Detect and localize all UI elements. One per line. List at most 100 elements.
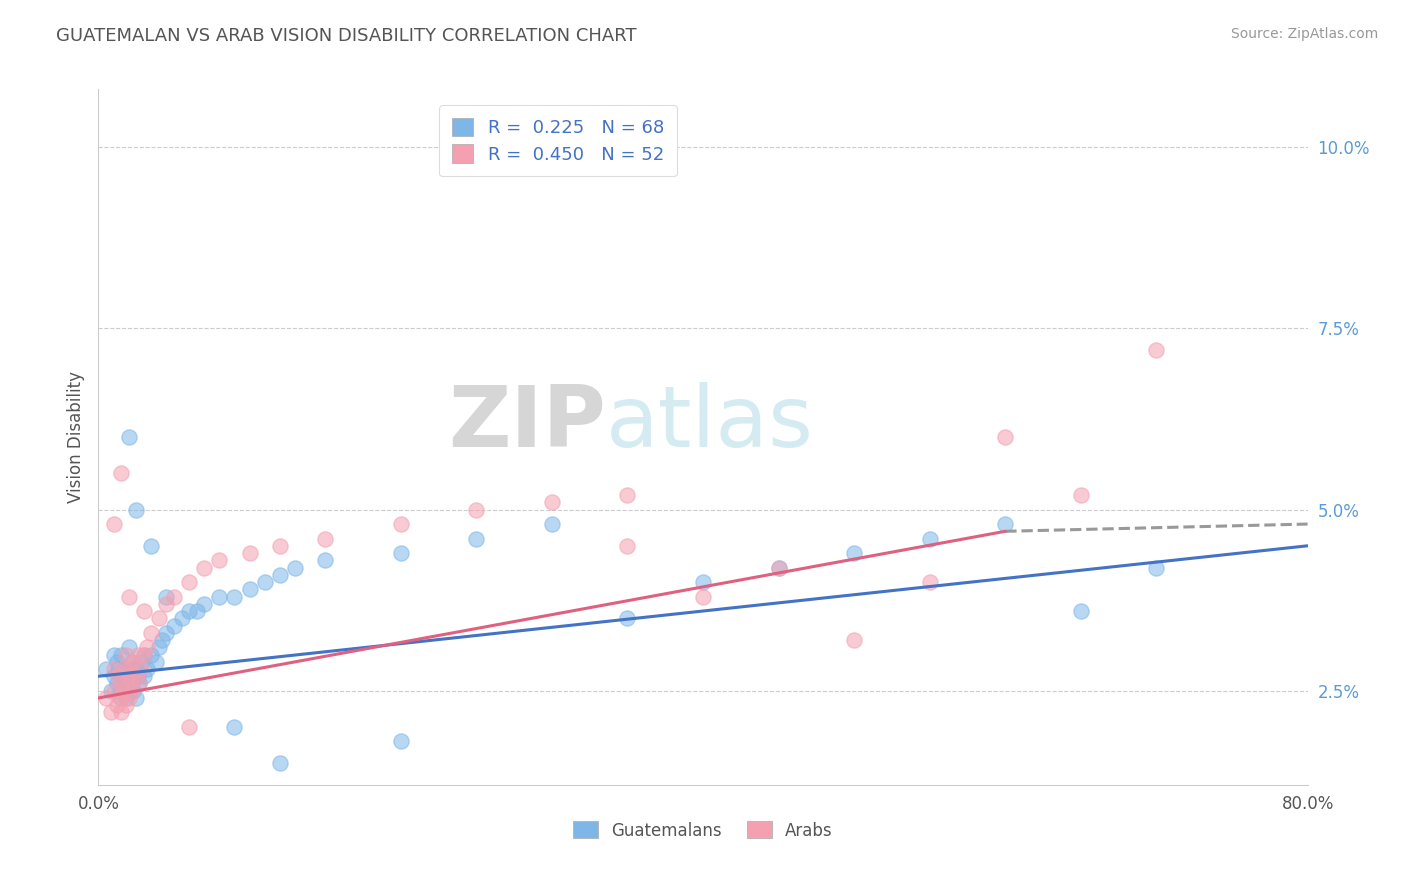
Point — [918, 532, 941, 546]
Point — [121, 683, 143, 698]
Point — [114, 698, 136, 713]
Point — [616, 488, 638, 502]
Point — [269, 567, 291, 582]
Point — [110, 648, 132, 662]
Point — [103, 516, 125, 531]
Point — [540, 495, 562, 509]
Point — [125, 502, 148, 516]
Point — [132, 669, 155, 683]
Point — [120, 676, 142, 690]
Point — [121, 655, 143, 669]
Point — [141, 625, 163, 640]
Point — [118, 662, 141, 676]
Point — [114, 648, 136, 662]
Point — [125, 669, 148, 683]
Point — [100, 706, 122, 720]
Text: atlas: atlas — [606, 382, 814, 465]
Point — [118, 683, 141, 698]
Point — [100, 683, 122, 698]
Point — [132, 648, 155, 662]
Point — [103, 683, 125, 698]
Point — [121, 676, 143, 690]
Point — [224, 590, 246, 604]
Point — [170, 611, 193, 625]
Point — [111, 676, 134, 690]
Point — [94, 662, 117, 676]
Point — [616, 611, 638, 625]
Point — [141, 648, 163, 662]
Point — [118, 662, 141, 676]
Point — [150, 633, 173, 648]
Point — [193, 597, 215, 611]
Point — [112, 662, 135, 676]
Point — [110, 690, 132, 705]
Point — [616, 539, 638, 553]
Point — [239, 546, 262, 560]
Point — [224, 720, 246, 734]
Point — [129, 662, 152, 676]
Point — [132, 604, 155, 618]
Point — [122, 655, 145, 669]
Point — [1144, 560, 1167, 574]
Point — [768, 560, 790, 574]
Legend: Guatemalans, Arabs: Guatemalans, Arabs — [567, 814, 839, 847]
Point — [125, 690, 148, 705]
Point — [108, 683, 131, 698]
Point — [114, 690, 136, 705]
Text: GUATEMALAN VS ARAB VISION DISABILITY CORRELATION CHART: GUATEMALAN VS ARAB VISION DISABILITY COR… — [56, 27, 637, 45]
Point — [465, 502, 488, 516]
Point — [108, 690, 131, 705]
Point — [107, 662, 129, 676]
Point — [208, 553, 231, 567]
Point — [110, 676, 132, 690]
Point — [269, 539, 291, 553]
Point — [94, 690, 117, 705]
Point — [118, 430, 141, 444]
Point — [692, 590, 714, 604]
Point — [122, 683, 145, 698]
Point — [155, 590, 177, 604]
Point — [1070, 488, 1092, 502]
Point — [208, 590, 231, 604]
Point — [132, 648, 155, 662]
Point — [118, 690, 141, 705]
Point — [155, 625, 177, 640]
Point — [110, 669, 132, 683]
Point — [148, 640, 170, 655]
Point — [135, 662, 157, 676]
Point — [540, 516, 562, 531]
Point — [314, 532, 336, 546]
Point — [465, 532, 488, 546]
Point — [163, 590, 186, 604]
Point — [122, 662, 145, 676]
Point — [141, 539, 163, 553]
Point — [389, 734, 412, 748]
Point — [314, 553, 336, 567]
Point — [118, 640, 141, 655]
Point — [107, 669, 129, 683]
Point — [124, 669, 146, 683]
Point — [115, 676, 138, 690]
Point — [125, 662, 148, 676]
Point — [103, 669, 125, 683]
Point — [103, 662, 125, 676]
Point — [1070, 604, 1092, 618]
Point — [120, 669, 142, 683]
Point — [110, 467, 132, 481]
Point — [111, 683, 134, 698]
Y-axis label: Vision Disability: Vision Disability — [66, 371, 84, 503]
Point — [269, 756, 291, 771]
Point — [389, 516, 412, 531]
Point — [145, 655, 167, 669]
Point — [193, 560, 215, 574]
Point — [128, 676, 150, 690]
Point — [253, 574, 276, 589]
Point — [994, 516, 1017, 531]
Point — [844, 633, 866, 648]
Point — [112, 662, 135, 676]
Point — [179, 574, 201, 589]
Point — [994, 430, 1017, 444]
Point — [148, 611, 170, 625]
Text: Source: ZipAtlas.com: Source: ZipAtlas.com — [1230, 27, 1378, 41]
Point — [179, 604, 201, 618]
